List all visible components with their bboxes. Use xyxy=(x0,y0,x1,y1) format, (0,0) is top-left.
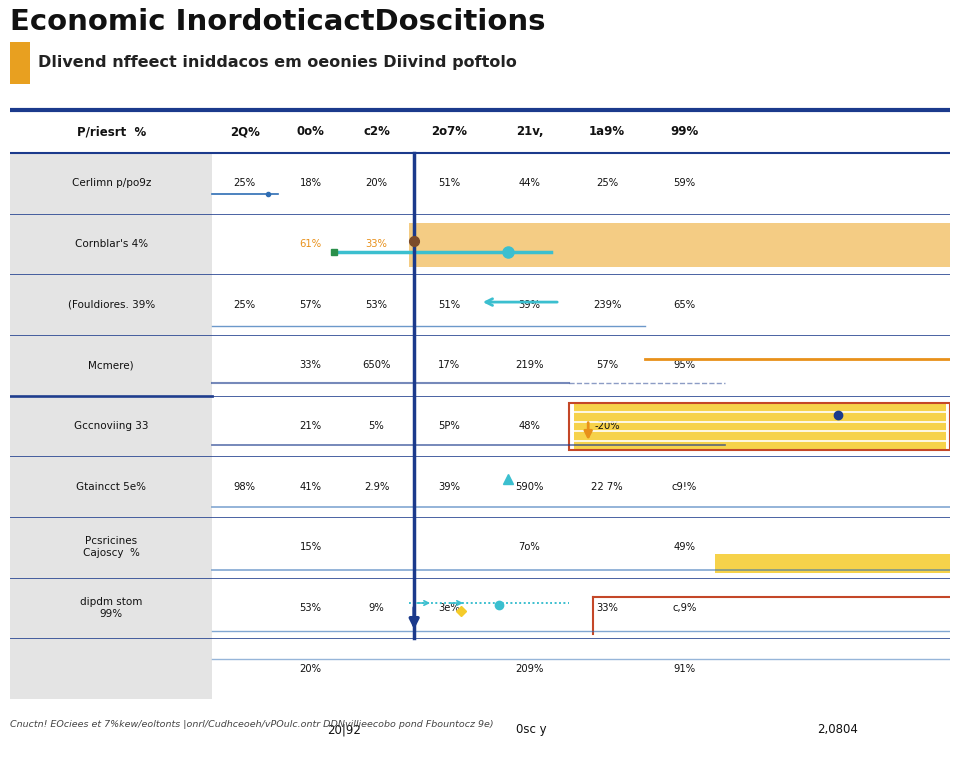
Bar xyxy=(569,402,950,450)
Text: 53%: 53% xyxy=(366,300,388,310)
Text: 61%: 61% xyxy=(300,239,322,249)
Text: 57%: 57% xyxy=(596,360,618,370)
Text: Dlivend nffeect iniddacos em oeonies Diivind poftolo: Dlivend nffeect iniddacos em oeonies Dii… xyxy=(37,55,516,71)
Text: 53%: 53% xyxy=(300,603,322,613)
Text: 25%: 25% xyxy=(233,178,256,188)
Text: 99%: 99% xyxy=(670,125,699,138)
Text: 33%: 33% xyxy=(596,603,618,613)
Text: 33%: 33% xyxy=(366,239,388,249)
Text: c,9%: c,9% xyxy=(672,603,697,613)
Text: 5P%: 5P% xyxy=(439,421,460,431)
Text: 17%: 17% xyxy=(439,360,461,370)
Text: 0sc y: 0sc y xyxy=(516,723,547,737)
Text: 51%: 51% xyxy=(439,300,461,310)
Text: 33%: 33% xyxy=(300,360,322,370)
Text: 20|92: 20|92 xyxy=(326,723,361,737)
Text: 18%: 18% xyxy=(300,178,322,188)
Text: 25%: 25% xyxy=(596,178,618,188)
Text: c2%: c2% xyxy=(363,125,390,138)
Bar xyxy=(715,554,950,573)
Text: 49%: 49% xyxy=(674,542,696,552)
Text: 2,0804: 2,0804 xyxy=(817,723,858,737)
Text: 91%: 91% xyxy=(674,664,696,674)
Text: 3e%: 3e% xyxy=(439,603,460,613)
Text: dipdm stom
99%: dipdm stom 99% xyxy=(80,597,142,619)
Text: 59%: 59% xyxy=(674,178,696,188)
Text: 95%: 95% xyxy=(674,360,696,370)
Text: Gccnoviing 33: Gccnoviing 33 xyxy=(74,421,149,431)
Text: 39%: 39% xyxy=(518,300,540,310)
Text: 44%: 44% xyxy=(518,178,540,188)
Text: 2.9%: 2.9% xyxy=(364,482,389,492)
Text: 9%: 9% xyxy=(369,603,384,613)
Text: (Fouldiores. 39%: (Fouldiores. 39% xyxy=(67,300,155,310)
Text: 22 7%: 22 7% xyxy=(591,482,623,492)
Text: 5%: 5% xyxy=(369,421,384,431)
Text: 21%: 21% xyxy=(300,421,322,431)
Text: 57%: 57% xyxy=(300,300,322,310)
Text: Pcsricines
Cajoscy  %: Pcsricines Cajoscy % xyxy=(83,536,139,558)
Bar xyxy=(409,223,950,267)
Text: 7o%: 7o% xyxy=(518,542,540,552)
Text: P/riesrt  %: P/riesrt % xyxy=(77,125,146,138)
Text: 48%: 48% xyxy=(518,421,540,431)
Text: 2Q%: 2Q% xyxy=(229,125,260,138)
Text: 219%: 219% xyxy=(516,360,543,370)
Text: 98%: 98% xyxy=(234,482,255,492)
Text: 20%: 20% xyxy=(300,664,322,674)
Text: 65%: 65% xyxy=(674,300,696,310)
Text: 20%: 20% xyxy=(366,178,388,188)
Text: Gtaincct 5e%: Gtaincct 5e% xyxy=(76,482,146,492)
Text: Cnuctn! EOciees et 7%kew/eoltonts |onrl/Cudhceoeh/vPOulc.ontr DDNvillieecobo pon: Cnuctn! EOciees et 7%kew/eoltonts |onrl/… xyxy=(10,720,493,729)
Text: 41%: 41% xyxy=(300,482,322,492)
Text: 2o7%: 2o7% xyxy=(431,125,468,138)
Text: Cerlimn p/po9z: Cerlimn p/po9z xyxy=(71,178,151,188)
Text: Mcmere): Mcmere) xyxy=(88,360,134,370)
Text: 209%: 209% xyxy=(516,664,543,674)
Text: 1a9%: 1a9% xyxy=(588,125,625,138)
Text: Economic InordoticactDoscitions: Economic InordoticactDoscitions xyxy=(10,8,545,35)
Bar xyxy=(574,404,946,449)
Text: Cornblar's 4%: Cornblar's 4% xyxy=(75,239,148,249)
Text: -20%: -20% xyxy=(594,421,620,431)
Text: 239%: 239% xyxy=(593,300,621,310)
Text: 590%: 590% xyxy=(516,482,543,492)
Text: 0o%: 0o% xyxy=(297,125,324,138)
Text: 21v,: 21v, xyxy=(516,125,543,138)
Text: c9!%: c9!% xyxy=(672,482,697,492)
Text: 25%: 25% xyxy=(233,300,256,310)
Text: 51%: 51% xyxy=(439,178,461,188)
Bar xyxy=(10,42,31,84)
Bar xyxy=(10,153,212,699)
Text: 15%: 15% xyxy=(300,542,322,552)
Text: 650%: 650% xyxy=(362,360,391,370)
Text: 39%: 39% xyxy=(439,482,461,492)
